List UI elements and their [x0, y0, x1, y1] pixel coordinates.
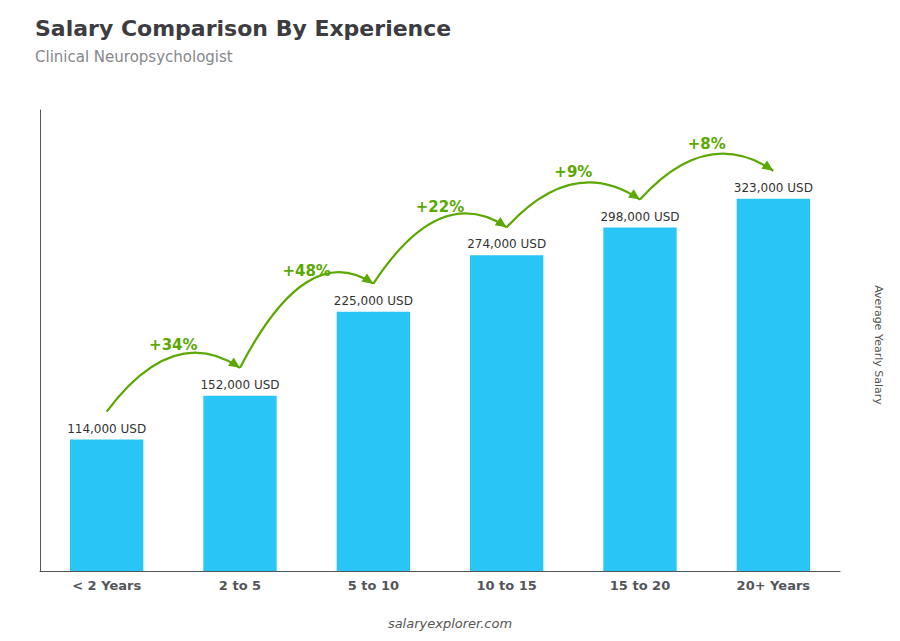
svg-text:+9%: +9% — [554, 163, 592, 181]
svg-text:Salary Comparison By Experienc: Salary Comparison By Experience — [35, 16, 451, 41]
svg-text:323,000 USD: 323,000 USD — [734, 181, 813, 195]
svg-text:+8%: +8% — [688, 135, 726, 153]
svg-text:274,000 USD: 274,000 USD — [467, 237, 546, 251]
svg-text:225,000 USD: 225,000 USD — [334, 294, 413, 308]
svg-text:114,000 USD: 114,000 USD — [67, 422, 146, 436]
svg-text:+22%: +22% — [416, 198, 464, 216]
svg-text:298,000 USD: 298,000 USD — [600, 210, 679, 224]
svg-text:15 to 20: 15 to 20 — [610, 578, 670, 593]
svg-text:5 to 10: 5 to 10 — [348, 578, 399, 593]
svg-text:+48%: +48% — [282, 262, 330, 280]
svg-text:salaryexplorer.com: salaryexplorer.com — [388, 616, 512, 631]
svg-text:+34%: +34% — [149, 336, 197, 354]
svg-text:Average Yearly Salary: Average Yearly Salary — [872, 285, 885, 405]
svg-text:20+ Years: 20+ Years — [737, 578, 811, 593]
svg-text:< 2 Years: < 2 Years — [72, 578, 141, 593]
svg-text:10 to 15: 10 to 15 — [476, 578, 536, 593]
svg-text:2 to 5: 2 to 5 — [219, 578, 261, 593]
svg-text:152,000 USD: 152,000 USD — [200, 378, 279, 392]
svg-text:Clinical Neuropsychologist: Clinical Neuropsychologist — [35, 48, 233, 66]
